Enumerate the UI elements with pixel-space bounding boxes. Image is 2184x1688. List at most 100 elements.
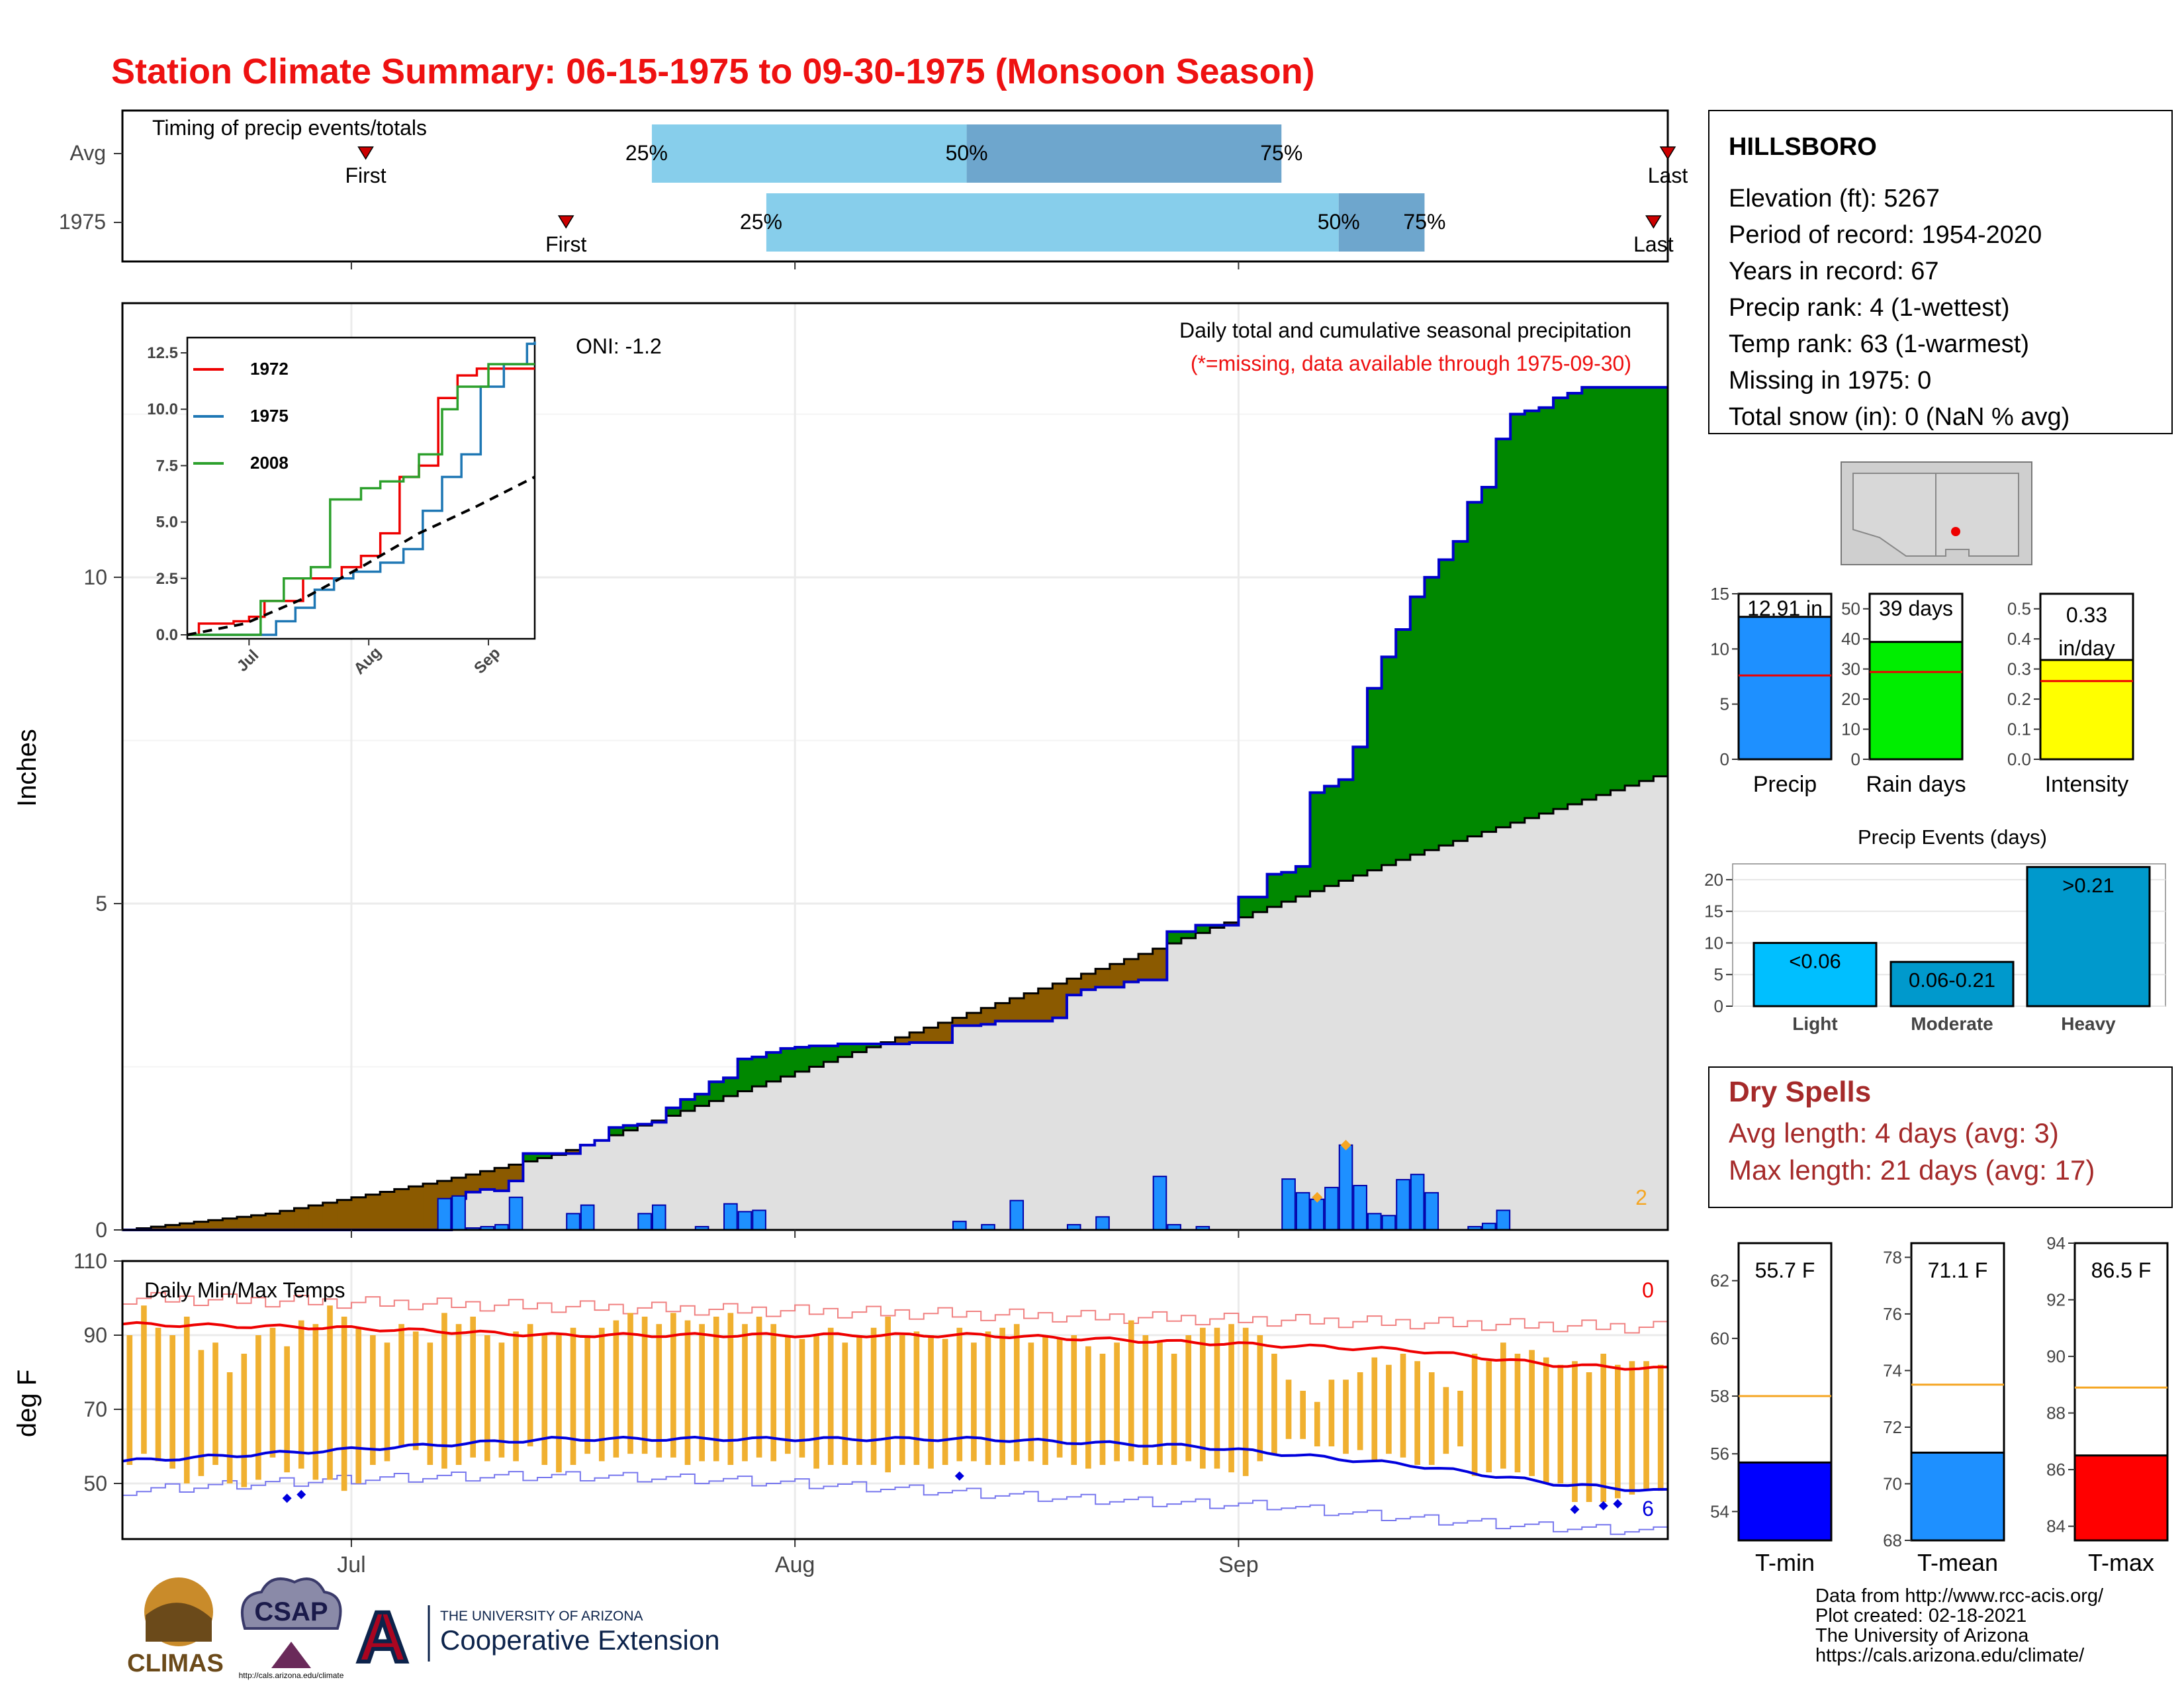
daily-temperature-range-bar <box>899 1335 905 1465</box>
station-name: HILLSBORO <box>1729 133 1877 161</box>
daily-precip-bar <box>1353 1184 1367 1231</box>
daily-precip-bar <box>723 1203 738 1231</box>
temperature-summary-value-label: 55.7 F <box>1755 1258 1815 1282</box>
daily-precip-bar <box>1095 1216 1110 1231</box>
temperature-summary-category-label: T-min <box>1755 1549 1815 1576</box>
daily-temperature-range-bar <box>241 1354 248 1487</box>
summary-bar <box>2039 659 2134 761</box>
daily-temperature-range-bar <box>1486 1361 1492 1473</box>
summary-y-tick-label: 20 <box>1841 689 1860 709</box>
precip-events-title: Precip Events (days) <box>1858 825 2047 849</box>
daily-temperature-range-bar <box>856 1335 862 1465</box>
cumulative-above-average-fill <box>1324 786 1340 886</box>
cumulative-above-average-fill <box>1353 747 1368 876</box>
temperature-summary-y-tick-label: 92 <box>2046 1290 2066 1310</box>
cumulative-above-average-fill <box>1467 502 1482 837</box>
cumulative-below-average-fill <box>380 1192 395 1230</box>
timing-row-label: 1975 <box>59 210 106 234</box>
precip-events-y-tick-label: 10 <box>1704 933 1723 953</box>
station-info-frame <box>1708 110 2173 434</box>
daily-temperature-range-bar <box>556 1335 562 1473</box>
temperature-summary-panels: 54 56 58 60 62 55.7 F T-min 68 70 72 74 76 78 71.1 F T… <box>1710 1233 2169 1576</box>
temperature-x-tick-label: Jul <box>337 1552 365 1577</box>
precip-events-y-tick-label: 20 <box>1704 870 1723 890</box>
station-line: Years in record: 67 <box>1729 258 1939 285</box>
cumulative-below-average-fill <box>465 1174 481 1192</box>
summary-bar <box>1737 616 1833 761</box>
cumulative-below-average-fill <box>1081 974 1096 990</box>
daily-temperature-range-bar <box>284 1346 290 1473</box>
timing-panel: Timing of precip events/totals Avg 25% 50%… <box>59 109 1688 269</box>
daily-temperature-range-bar <box>255 1335 261 1480</box>
cumulative-above-average-fill <box>809 1045 824 1067</box>
quartile-50-label: 50% <box>1318 210 1360 234</box>
summary-y-tick-label: 0.2 <box>2007 689 2031 709</box>
cumulative-below-average-fill <box>423 1184 438 1230</box>
daily-precip-bar <box>1152 1176 1167 1231</box>
daily-temperature-range-bar <box>928 1335 934 1469</box>
summary-y-tick-label: 15 <box>1710 584 1729 604</box>
temperature-summary-category-label: T-max <box>2088 1549 2154 1576</box>
station-line: Temp rank: 63 (1-warmest) <box>1729 330 2029 358</box>
daily-precip-bar <box>637 1213 652 1231</box>
daily-temperature-range-bar <box>1557 1364 1564 1483</box>
temperature-summary-y-tick-label: 70 <box>1883 1474 1902 1493</box>
summary-y-tick-label: 10 <box>1710 639 1729 659</box>
first-precip-marker <box>557 215 574 229</box>
summary-category-label: Intensity <box>2045 772 2129 797</box>
temperature-summary-y-tick-label: 76 <box>1883 1304 1902 1324</box>
cumulative-below-average-fill <box>322 1202 338 1230</box>
last-precip-marker <box>1659 146 1676 160</box>
cumulative-above-average-fill <box>1496 439 1511 827</box>
daily-precip-bar <box>1295 1192 1310 1231</box>
daily-temperature-range-bar <box>598 1327 605 1462</box>
daily-temperature-range-bar <box>1428 1372 1435 1465</box>
cumulative-below-average-fill <box>1152 949 1167 980</box>
precip-events-category-label: Moderate <box>1911 1013 1993 1034</box>
cumulative-below-average-fill <box>208 1220 223 1230</box>
record-low-marker <box>1598 1501 1608 1511</box>
temperature-summary-value-label: 86.5 F <box>2091 1258 2152 1282</box>
temperature-summary-y-tick-label: 90 <box>2046 1346 2066 1366</box>
csap-logo-text: CSAP <box>254 1597 328 1626</box>
quartile-bar-25-50 <box>766 193 1339 252</box>
daily-precip-bar <box>437 1197 452 1231</box>
last-precip-marker-label: Last <box>1648 164 1688 187</box>
summary-y-tick-label: 0.3 <box>2007 659 2031 679</box>
temperature-x-tick-label: Sep <box>1218 1552 1259 1577</box>
daily-temperature-range-bar <box>1171 1354 1177 1465</box>
summary-value-label: 0.33 <box>2066 603 2107 627</box>
ua-logo-line1: THE UNIVERSITY OF ARIZONA <box>440 1609 643 1624</box>
daily-temperature-range-bar <box>412 1331 419 1450</box>
average-min-temperature-line <box>122 1435 1668 1492</box>
daily-temperature-range-bar <box>1300 1391 1306 1439</box>
daily-temperature-range-bar <box>226 1372 233 1483</box>
daily-precip-bar <box>737 1211 752 1231</box>
seasonal-totals-panels: 0 5 10 15 Precip 12.91 in 0 10 20 30 40 50 Rain days… <box>1710 584 2134 797</box>
daily-temperature-range-bar <box>999 1327 1005 1465</box>
temperature-summary-y-tick-label: 86 <box>2046 1460 2066 1479</box>
intensity-unit-label: in/day <box>2058 636 2115 660</box>
inset-y-tick-label: 5.0 <box>156 514 178 532</box>
daily-temperature-range-bar <box>613 1320 619 1458</box>
record-low-marker <box>1613 1499 1623 1509</box>
daily-temperature-range-bar <box>971 1342 977 1462</box>
precip-panel-header: Daily total and cumulative seasonal prec… <box>1179 318 1631 342</box>
daily-temperature-range-bar <box>1615 1364 1621 1499</box>
summary-bar <box>1868 641 1964 761</box>
temperature-summary-bar <box>1737 1461 1833 1542</box>
daily-temperature-range-bar <box>1128 1320 1134 1462</box>
daily-temperature-range-bar <box>126 1335 133 1465</box>
cumulative-above-average-fill <box>1281 872 1297 902</box>
daily-temperature-range-bar <box>513 1331 519 1462</box>
daily-precip-bar <box>1424 1192 1439 1231</box>
daily-temperature-range-bar <box>713 1317 719 1462</box>
daily-temperature-range-bar <box>1085 1346 1091 1469</box>
cumulative-below-average-fill <box>151 1227 166 1230</box>
cumulative-above-average-fill <box>752 1056 767 1087</box>
locator-map <box>1841 461 2032 565</box>
cumulative-above-average-fill <box>1567 393 1582 805</box>
daily-precip-bar <box>952 1221 967 1231</box>
daily-precip-bar <box>1338 1144 1353 1231</box>
daily-temperature-range-bar <box>541 1335 548 1465</box>
